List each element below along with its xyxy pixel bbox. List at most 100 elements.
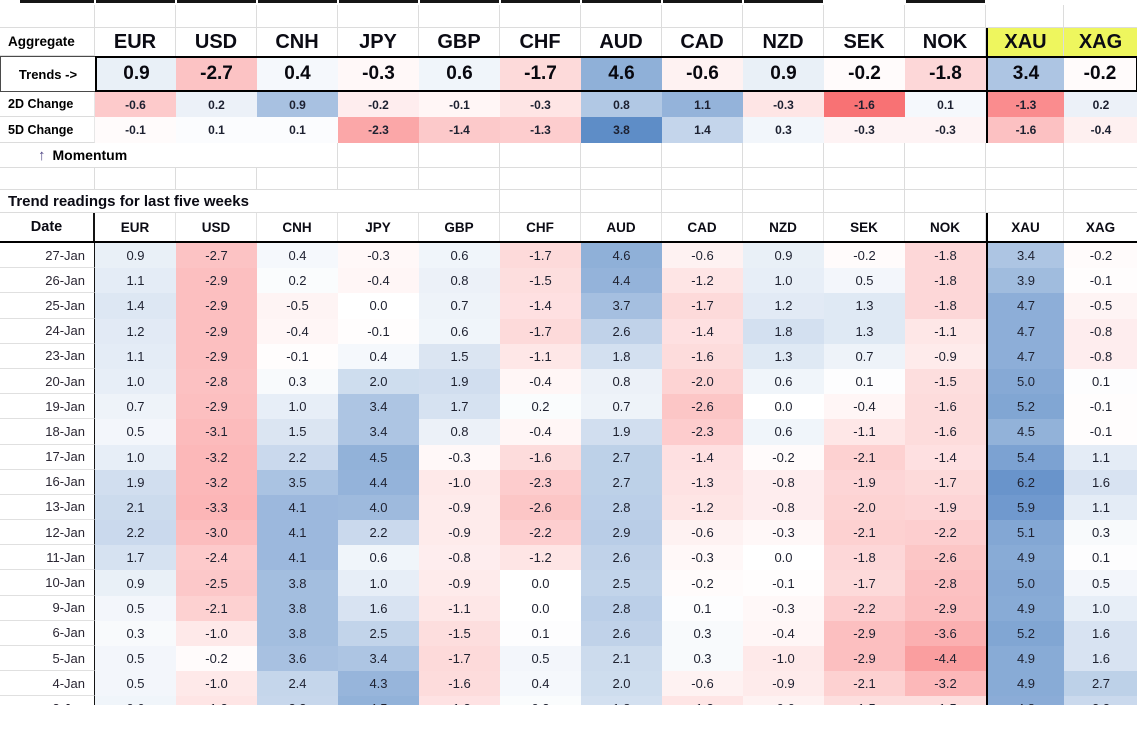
- value-cell-sek[interactable]: -2.1: [824, 671, 905, 697]
- value-cell-xag[interactable]: 2.7: [1064, 671, 1137, 697]
- value-cell-xag[interactable]: 1.1: [1064, 444, 1137, 470]
- value-cell-xau[interactable]: 5.1: [986, 520, 1064, 546]
- value-cell-chf[interactable]: -2.6: [500, 494, 581, 521]
- empty-cell[interactable]: [824, 168, 905, 190]
- value-cell-nok[interactable]: -1.8: [905, 268, 986, 294]
- change-2d-cell-jpy[interactable]: -0.2: [338, 92, 419, 117]
- trend-cell-nok[interactable]: -1.8: [905, 56, 986, 92]
- date-cell[interactable]: 24-Jan: [0, 318, 95, 344]
- value-cell-aud[interactable]: 2.0: [581, 671, 662, 697]
- value-cell-cnh[interactable]: 4.1: [257, 545, 338, 571]
- change-5d-cell-xau[interactable]: -1.6: [986, 117, 1064, 143]
- value-cell-xag[interactable]: 1.0: [1064, 595, 1137, 621]
- value-cell-cnh[interactable]: 3.5: [257, 469, 338, 495]
- value-cell-xau[interactable]: 5.4: [986, 444, 1064, 470]
- value-cell-eur[interactable]: 1.2: [95, 318, 176, 344]
- change-5d-cell-cnh[interactable]: 0.1: [257, 117, 338, 143]
- date-cell[interactable]: 12-Jan: [0, 520, 95, 546]
- table-header-usd[interactable]: USD: [176, 213, 257, 241]
- value-cell-cnh[interactable]: 3.8: [257, 620, 338, 646]
- value-cell-jpy[interactable]: 1.6: [338, 595, 419, 621]
- table-header-cad[interactable]: CAD: [662, 213, 743, 241]
- value-cell-gbp[interactable]: 1.9: [419, 368, 500, 395]
- value-cell-aud[interactable]: 2.5: [581, 570, 662, 596]
- value-cell-cnh[interactable]: 3.8: [257, 595, 338, 621]
- table-header-eur[interactable]: EUR: [95, 213, 176, 241]
- value-cell-chf[interactable]: -1.6: [500, 444, 581, 470]
- value-cell-eur[interactable]: 0.5: [95, 646, 176, 672]
- value-cell-nzd[interactable]: -0.6: [743, 696, 824, 706]
- value-cell-cad[interactable]: 0.1: [662, 595, 743, 621]
- table-header-xag[interactable]: XAG: [1064, 213, 1137, 241]
- value-cell-cad[interactable]: -0.6: [662, 520, 743, 546]
- currency-header-nzd[interactable]: NZD: [743, 28, 824, 56]
- aggregate-label[interactable]: Aggregate: [0, 28, 95, 56]
- value-cell-aud[interactable]: 2.7: [581, 444, 662, 470]
- value-cell-aud[interactable]: 1.8: [581, 343, 662, 369]
- empty-cell[interactable]: [0, 5, 95, 28]
- value-cell-xau[interactable]: 4.9: [986, 545, 1064, 571]
- value-cell-cad[interactable]: 0.3: [662, 646, 743, 672]
- date-cell[interactable]: 13-Jan: [0, 494, 95, 521]
- empty-cell[interactable]: [662, 168, 743, 190]
- value-cell-nzd[interactable]: -0.8: [743, 469, 824, 495]
- value-cell-xau[interactable]: 4.9: [986, 646, 1064, 672]
- value-cell-cad[interactable]: -1.2: [662, 494, 743, 521]
- value-cell-cad[interactable]: -2.6: [662, 394, 743, 420]
- value-cell-sek[interactable]: -2.0: [824, 494, 905, 521]
- trend-cell-cnh[interactable]: 0.4: [257, 56, 338, 92]
- change-5d-cell-cad[interactable]: 1.4: [662, 117, 743, 143]
- value-cell-eur[interactable]: 1.4: [95, 293, 176, 319]
- value-cell-aud[interactable]: 2.8: [581, 494, 662, 521]
- value-cell-chf[interactable]: -1.1: [500, 343, 581, 369]
- value-cell-xag[interactable]: -0.8: [1064, 318, 1137, 344]
- value-cell-chf[interactable]: 0.2: [500, 394, 581, 420]
- empty-cell[interactable]: [419, 168, 500, 190]
- value-cell-usd[interactable]: -1.2: [176, 696, 257, 706]
- value-cell-xau[interactable]: 3.4: [986, 243, 1064, 269]
- value-cell-xau[interactable]: 3.9: [986, 268, 1064, 294]
- value-cell-sek[interactable]: -2.1: [824, 444, 905, 470]
- value-cell-aud[interactable]: 2.7: [581, 469, 662, 495]
- empty-cell[interactable]: [95, 5, 176, 28]
- date-cell[interactable]: 9-Jan: [0, 595, 95, 621]
- value-cell-chf[interactable]: 0.4: [500, 671, 581, 697]
- currency-header-gbp[interactable]: GBP: [419, 28, 500, 56]
- date-cell[interactable]: 16-Jan: [0, 469, 95, 495]
- value-cell-eur[interactable]: 0.6: [95, 696, 176, 706]
- value-cell-usd[interactable]: -1.0: [176, 671, 257, 697]
- value-cell-eur[interactable]: 0.9: [95, 243, 176, 269]
- date-cell[interactable]: 10-Jan: [0, 570, 95, 596]
- value-cell-nzd[interactable]: 1.3: [743, 343, 824, 369]
- empty-cell[interactable]: [986, 5, 1064, 28]
- empty-cell[interactable]: [743, 143, 824, 168]
- value-cell-sek[interactable]: -1.7: [824, 570, 905, 596]
- value-cell-xag[interactable]: -0.1: [1064, 268, 1137, 294]
- value-cell-jpy[interactable]: 0.0: [338, 293, 419, 319]
- trend-cell-sek[interactable]: -0.2: [824, 56, 905, 92]
- currency-header-cad[interactable]: CAD: [662, 28, 743, 56]
- empty-cell[interactable]: [338, 168, 419, 190]
- change-5d-label[interactable]: 5D Change: [0, 117, 95, 143]
- value-cell-cnh[interactable]: 2.3: [257, 696, 338, 706]
- value-cell-sek[interactable]: 1.3: [824, 318, 905, 344]
- value-cell-nzd[interactable]: 0.6: [743, 419, 824, 445]
- empty-cell[interactable]: [338, 143, 419, 168]
- value-cell-aud[interactable]: 2.6: [581, 318, 662, 344]
- value-cell-usd[interactable]: -2.8: [176, 368, 257, 395]
- date-cell[interactable]: 25-Jan: [0, 293, 95, 319]
- date-cell[interactable]: 27-Jan: [0, 243, 95, 269]
- empty-cell[interactable]: [581, 190, 662, 213]
- value-cell-jpy[interactable]: -0.4: [338, 268, 419, 294]
- value-cell-aud[interactable]: 4.6: [581, 243, 662, 269]
- value-cell-cad[interactable]: -0.6: [662, 671, 743, 697]
- value-cell-xag[interactable]: -0.2: [1064, 243, 1137, 269]
- trends-label[interactable]: Trends ->: [0, 56, 95, 92]
- value-cell-nok[interactable]: -1.7: [905, 469, 986, 495]
- currency-header-xau[interactable]: XAU: [986, 28, 1064, 56]
- table-header-jpy[interactable]: JPY: [338, 213, 419, 241]
- change-2d-label[interactable]: 2D Change: [0, 92, 95, 117]
- empty-cell[interactable]: [500, 190, 581, 213]
- value-cell-sek[interactable]: -2.1: [824, 520, 905, 546]
- value-cell-xau[interactable]: 4.7: [986, 293, 1064, 319]
